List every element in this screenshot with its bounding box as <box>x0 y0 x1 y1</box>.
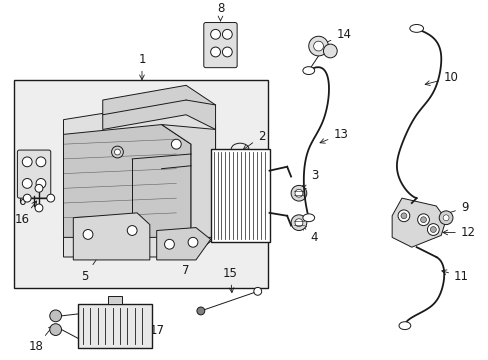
Circle shape <box>210 47 220 57</box>
Circle shape <box>23 194 31 202</box>
Circle shape <box>36 157 46 167</box>
Circle shape <box>35 184 43 192</box>
Circle shape <box>222 47 232 57</box>
Bar <box>15 80 267 288</box>
FancyBboxPatch shape <box>203 23 237 68</box>
Text: 1: 1 <box>138 53 145 80</box>
Circle shape <box>438 211 452 225</box>
Ellipse shape <box>302 67 314 75</box>
Text: 5: 5 <box>81 253 101 283</box>
Ellipse shape <box>409 24 423 32</box>
Circle shape <box>294 219 302 226</box>
Circle shape <box>294 189 302 197</box>
Circle shape <box>427 224 438 235</box>
Text: 16: 16 <box>15 201 37 226</box>
Circle shape <box>111 146 123 158</box>
Text: 9: 9 <box>442 202 468 216</box>
Circle shape <box>290 185 306 201</box>
Circle shape <box>127 226 137 235</box>
Text: 18: 18 <box>28 325 53 354</box>
Circle shape <box>83 230 93 239</box>
Bar <box>107 296 122 304</box>
Circle shape <box>114 149 120 155</box>
Text: 7: 7 <box>179 248 189 277</box>
Text: 3: 3 <box>301 169 317 190</box>
Circle shape <box>253 287 261 295</box>
Circle shape <box>308 36 328 56</box>
Circle shape <box>442 215 448 221</box>
Text: 12: 12 <box>442 226 475 239</box>
Text: 10: 10 <box>424 71 458 85</box>
Text: 14: 14 <box>321 28 350 45</box>
Circle shape <box>47 194 55 202</box>
Circle shape <box>290 215 306 230</box>
Circle shape <box>22 179 32 188</box>
Ellipse shape <box>398 322 410 330</box>
FancyBboxPatch shape <box>18 150 51 198</box>
Circle shape <box>197 307 204 315</box>
Polygon shape <box>102 85 215 130</box>
Bar <box>78 304 151 348</box>
Text: 13: 13 <box>319 128 347 143</box>
Bar <box>210 149 269 242</box>
Circle shape <box>36 179 46 188</box>
Text: 15: 15 <box>223 266 237 293</box>
Text: 4: 4 <box>301 225 318 244</box>
Circle shape <box>50 310 61 322</box>
Circle shape <box>420 217 426 223</box>
Text: 8: 8 <box>216 2 224 21</box>
Circle shape <box>222 30 232 39</box>
Circle shape <box>35 204 43 212</box>
Polygon shape <box>63 125 191 237</box>
Circle shape <box>164 239 174 249</box>
Circle shape <box>313 41 323 51</box>
Circle shape <box>22 157 32 167</box>
Circle shape <box>210 30 220 39</box>
Polygon shape <box>73 213 149 260</box>
Circle shape <box>429 226 435 233</box>
Circle shape <box>400 213 406 219</box>
Polygon shape <box>156 228 210 260</box>
Polygon shape <box>391 198 445 247</box>
Text: 6: 6 <box>19 182 32 208</box>
Text: 11: 11 <box>441 270 468 283</box>
Text: 17: 17 <box>136 324 164 337</box>
Ellipse shape <box>302 214 314 222</box>
Circle shape <box>323 44 337 58</box>
Text: 2: 2 <box>243 130 264 150</box>
Polygon shape <box>63 100 215 257</box>
Polygon shape <box>161 125 215 237</box>
Circle shape <box>417 214 428 226</box>
Circle shape <box>50 324 61 336</box>
Circle shape <box>397 210 409 222</box>
Circle shape <box>188 237 198 247</box>
Circle shape <box>171 139 181 149</box>
